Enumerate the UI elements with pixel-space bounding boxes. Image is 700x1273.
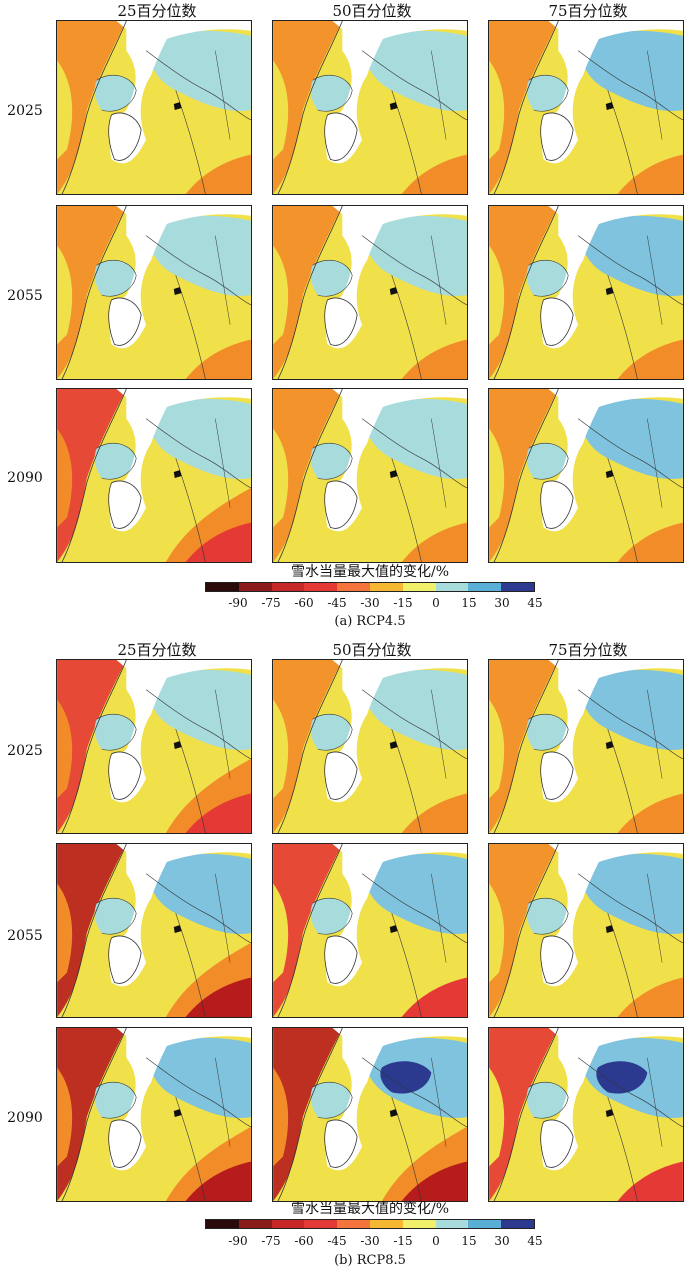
colorbar-tick-label: -90 xyxy=(228,1234,248,1248)
colorbar-tick-label: -90 xyxy=(228,596,248,610)
legend-title: 雪水当量最大值的变化/% xyxy=(290,1201,450,1217)
colorbar-tick-label: 45 xyxy=(527,596,543,610)
colorbar-segment xyxy=(435,1220,469,1228)
map-panel xyxy=(488,659,684,834)
map-panel xyxy=(488,388,684,563)
map-panel xyxy=(272,205,468,380)
map-panel xyxy=(488,843,684,1018)
colorbar-segment xyxy=(206,1220,239,1228)
column-header-50: 50百分位数 xyxy=(332,2,412,20)
colorbar-tick-label: -15 xyxy=(393,1234,413,1248)
colorbar-tick-label: -45 xyxy=(327,596,347,610)
map-panel xyxy=(56,1027,252,1202)
colorbar-segment xyxy=(238,583,272,591)
colorbar-segment xyxy=(435,583,469,591)
map-panel xyxy=(488,1027,684,1202)
map-panel xyxy=(272,388,468,563)
colorbar-tick-label: 0 xyxy=(432,1234,440,1248)
row-label-2025: 2025 xyxy=(7,743,43,759)
colorbar-segment xyxy=(468,1220,502,1228)
colorbar xyxy=(205,582,535,592)
column-header-50: 50百分位数 xyxy=(332,641,412,659)
map-panel xyxy=(488,205,684,380)
colorbar-segment xyxy=(337,1220,370,1228)
colorbar-segment xyxy=(402,583,436,591)
map-panel xyxy=(488,20,684,195)
scenario-caption: (b) RCP8.5 xyxy=(334,1253,406,1268)
row-label-2055: 2055 xyxy=(7,288,43,304)
colorbar-tick-label: 30 xyxy=(494,596,510,610)
map-panel xyxy=(56,388,252,563)
colorbar-segment xyxy=(271,1220,305,1228)
colorbar-segment xyxy=(304,583,338,591)
legend-title: 雪水当量最大值的变化/% xyxy=(290,564,450,580)
map-panel xyxy=(56,20,252,195)
colorbar-segment xyxy=(468,583,502,591)
colorbar-segment xyxy=(206,583,239,591)
row-label-2090: 2090 xyxy=(7,1110,43,1126)
colorbar-segment xyxy=(271,583,305,591)
colorbar-segment xyxy=(501,1220,534,1228)
colorbar-tick-label: -75 xyxy=(261,1234,281,1248)
colorbar-segment xyxy=(369,1220,403,1228)
column-header-25: 25百分位数 xyxy=(117,2,197,20)
colorbar xyxy=(205,1219,535,1229)
map-panel xyxy=(56,843,252,1018)
colorbar-tick-label: -60 xyxy=(294,1234,314,1248)
colorbar-segment xyxy=(337,583,370,591)
colorbar-tick-label: 30 xyxy=(494,1234,510,1248)
colorbar-tick-label: 0 xyxy=(432,596,440,610)
colorbar-segment xyxy=(304,1220,338,1228)
row-label-2055: 2055 xyxy=(7,928,43,944)
map-panel xyxy=(56,659,252,834)
map-panel xyxy=(272,659,468,834)
column-header-75: 75百分位数 xyxy=(548,641,628,659)
colorbar-tick-label: 15 xyxy=(461,1234,477,1248)
map-panel xyxy=(272,20,468,195)
colorbar-tick-label: -45 xyxy=(327,1234,347,1248)
colorbar-segment xyxy=(501,583,534,591)
map-panel xyxy=(272,843,468,1018)
colorbar-tick-label: 45 xyxy=(527,1234,543,1248)
colorbar-segment xyxy=(238,1220,272,1228)
colorbar-tick-label: 15 xyxy=(461,596,477,610)
colorbar-segment xyxy=(402,1220,436,1228)
scenario-caption: (a) RCP4.5 xyxy=(334,614,406,629)
colorbar-tick-label: -60 xyxy=(294,596,314,610)
colorbar-segment xyxy=(369,583,403,591)
row-label-2090: 2090 xyxy=(7,470,43,486)
column-header-25: 25百分位数 xyxy=(117,641,197,659)
colorbar-tick-label: -75 xyxy=(261,596,281,610)
colorbar-tick-label: -30 xyxy=(360,596,380,610)
colorbar-tick-label: -30 xyxy=(360,1234,380,1248)
column-header-75: 75百分位数 xyxy=(548,2,628,20)
map-panel xyxy=(56,205,252,380)
map-panel xyxy=(272,1027,468,1202)
row-label-2025: 2025 xyxy=(7,103,43,119)
colorbar-tick-label: -15 xyxy=(393,596,413,610)
